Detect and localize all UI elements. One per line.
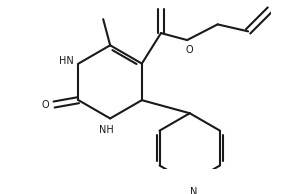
Text: O: O <box>41 100 49 110</box>
Text: O: O <box>186 45 193 55</box>
Text: NH: NH <box>99 125 114 135</box>
Text: HN: HN <box>59 56 74 66</box>
Text: N: N <box>190 187 197 194</box>
